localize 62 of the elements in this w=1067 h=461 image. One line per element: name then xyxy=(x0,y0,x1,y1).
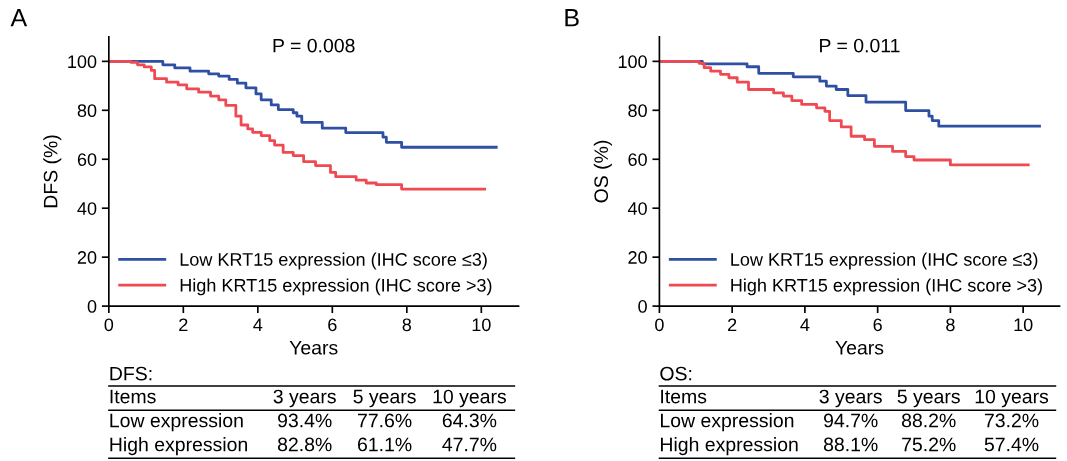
text: 57.4% xyxy=(984,437,1039,452)
x-axis-title: Years xyxy=(835,341,884,355)
x-axis-title: Years xyxy=(289,341,338,355)
y-tick-label: 80 xyxy=(628,104,647,118)
text: 5 years xyxy=(353,389,416,408)
x-tick-label: 6 xyxy=(873,318,882,332)
x-tick-label: 2 xyxy=(728,318,737,331)
text: 5 years xyxy=(897,389,960,408)
x-tick-label: 2 xyxy=(179,318,188,331)
x-tick-label: 6 xyxy=(328,318,337,332)
text: High expression xyxy=(661,437,798,456)
text: Low expression xyxy=(110,413,243,432)
x-tick-label: 8 xyxy=(946,318,955,332)
y-tick-label: 0 xyxy=(638,300,647,313)
text: 47.7% xyxy=(442,437,497,452)
y-tick-label: 100 xyxy=(68,55,97,69)
y-tick-label: 100 xyxy=(618,55,647,69)
x-tick-label: 10 xyxy=(1014,318,1033,332)
text: DFS: xyxy=(110,366,152,381)
text: 10 years xyxy=(975,389,1049,408)
text: 10 years xyxy=(433,389,506,408)
text: 82.8% xyxy=(277,437,332,452)
y-tick-label: 20 xyxy=(628,251,647,264)
legend-label: High KRT15 expression (IHC score >3) xyxy=(180,278,492,296)
chart-title: A xyxy=(10,9,28,27)
legend-label: Low KRT15 expression (IHC score ≤3) xyxy=(731,252,1038,270)
annotation: P = 0.011 xyxy=(820,38,900,53)
text: 3 years xyxy=(819,389,882,408)
text: 88.1% xyxy=(823,437,878,452)
text: High expression xyxy=(110,437,247,456)
y-tick-label: 80 xyxy=(77,104,97,118)
text: Low expression xyxy=(661,413,794,432)
text: 61.1% xyxy=(358,437,412,452)
y-axis-title: OS (%) xyxy=(593,140,612,203)
text: 75.2% xyxy=(902,437,956,452)
x-tick-label: 0 xyxy=(655,318,664,332)
text: 64.3% xyxy=(442,413,497,428)
x-tick-label: 0 xyxy=(104,318,114,332)
x-tick-label: 4 xyxy=(800,318,810,331)
chart-title: B xyxy=(565,9,579,27)
text: 94.7% xyxy=(824,413,878,428)
y-tick-label: 0 xyxy=(87,300,97,313)
y-tick-label: 40 xyxy=(627,202,647,215)
y-axis-title: DFS (%) xyxy=(43,135,62,208)
y-tick-label: 40 xyxy=(77,202,97,215)
legend-label: High KRT15 expression (IHC score >3) xyxy=(731,278,1042,296)
annotation: P = 0.008 xyxy=(273,38,355,53)
x-tick-label: 8 xyxy=(402,318,412,332)
text: 93.4% xyxy=(278,413,332,428)
text: 3 years xyxy=(273,389,336,408)
text: Items xyxy=(110,389,156,404)
y-tick-label: 20 xyxy=(77,251,97,264)
y-tick-label: 60 xyxy=(77,153,97,166)
text: 77.6% xyxy=(358,413,412,428)
x-tick-label: 10 xyxy=(472,318,491,332)
legend-label: Low KRT15 expression (IHC score ≤3) xyxy=(180,252,487,270)
x-tick-label: 4 xyxy=(253,318,263,331)
text: 73.2% xyxy=(984,413,1039,428)
text: OS: xyxy=(660,366,692,381)
text: Items xyxy=(661,389,707,404)
text: 88.2% xyxy=(901,413,956,428)
y-tick-label: 60 xyxy=(628,153,647,166)
